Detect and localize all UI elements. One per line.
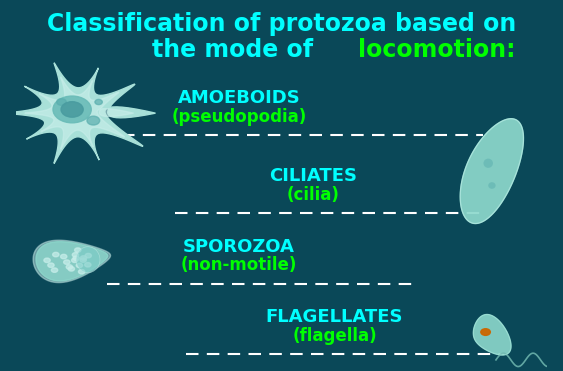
Circle shape: [48, 263, 54, 267]
Circle shape: [81, 256, 87, 260]
Circle shape: [73, 256, 79, 260]
Circle shape: [66, 265, 73, 269]
Polygon shape: [33, 240, 110, 283]
Text: (pseudopodia): (pseudopodia): [172, 108, 307, 126]
Ellipse shape: [488, 182, 495, 189]
Circle shape: [53, 96, 91, 123]
Circle shape: [72, 253, 79, 257]
Text: AMOEBOIDS: AMOEBOIDS: [178, 89, 301, 107]
Text: Classification of protozoa based on: Classification of protozoa based on: [47, 12, 516, 36]
Circle shape: [85, 253, 91, 258]
Circle shape: [74, 248, 81, 252]
Text: (flagella): (flagella): [292, 327, 377, 345]
Circle shape: [44, 258, 50, 263]
Circle shape: [64, 260, 70, 265]
Ellipse shape: [484, 159, 493, 168]
Circle shape: [51, 268, 57, 272]
Circle shape: [80, 258, 86, 262]
Circle shape: [61, 255, 67, 259]
Circle shape: [52, 252, 59, 257]
Circle shape: [61, 102, 83, 117]
Text: (cilia): (cilia): [287, 186, 339, 204]
Text: CILIATES: CILIATES: [269, 167, 358, 185]
Polygon shape: [473, 315, 511, 355]
Circle shape: [76, 263, 83, 267]
Circle shape: [87, 116, 100, 125]
Polygon shape: [36, 242, 108, 281]
Ellipse shape: [76, 247, 100, 273]
Circle shape: [78, 269, 85, 274]
Circle shape: [84, 263, 91, 267]
Polygon shape: [25, 77, 133, 150]
Text: FLAGELLATES: FLAGELLATES: [266, 308, 403, 326]
Text: SPOROZOA: SPOROZOA: [183, 238, 295, 256]
Circle shape: [95, 99, 102, 105]
Text: (non-motile): (non-motile): [181, 256, 297, 274]
Circle shape: [481, 329, 490, 335]
Circle shape: [68, 267, 74, 271]
Circle shape: [57, 99, 66, 105]
Polygon shape: [5, 63, 155, 164]
Text: locomotion:: locomotion:: [359, 38, 516, 62]
Circle shape: [72, 258, 78, 263]
Polygon shape: [460, 119, 524, 223]
Text: the mode of: the mode of: [151, 38, 321, 62]
